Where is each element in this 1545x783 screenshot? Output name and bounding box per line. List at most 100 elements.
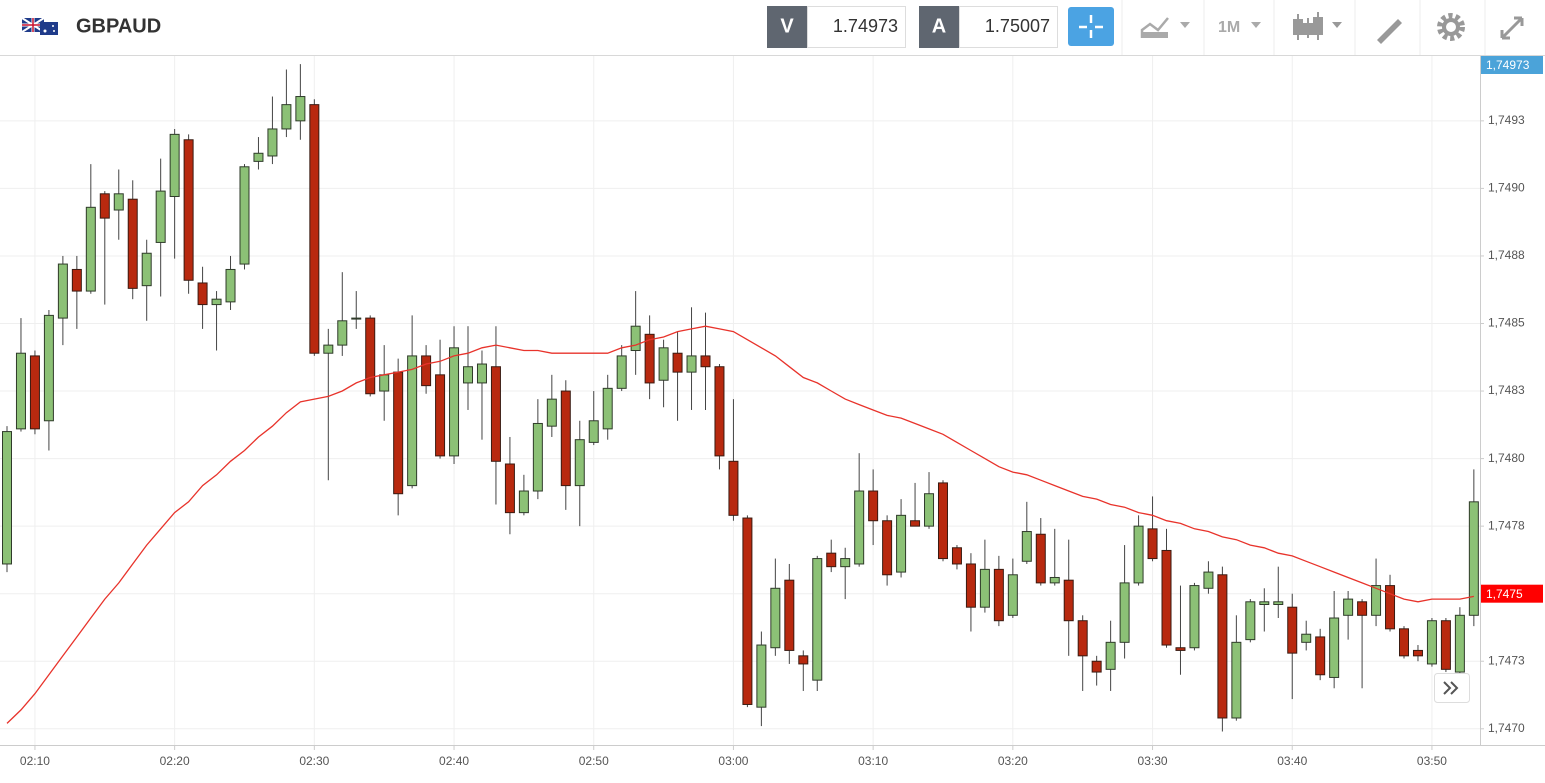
draw-button[interactable]: [1376, 19, 1402, 44]
x-tick-label: 03:20: [998, 754, 1028, 768]
moving-average: [6, 325, 1475, 724]
candle-body: [1203, 571, 1214, 589]
candle-body: [253, 152, 264, 162]
candle-body: [812, 558, 823, 681]
interval-dropdown[interactable]: [1251, 22, 1261, 28]
ask-label: A: [932, 15, 946, 37]
x-tick-label: 02:50: [579, 754, 609, 768]
candle-body: [169, 133, 180, 198]
candle-body: [630, 325, 641, 352]
candle-body: [141, 252, 152, 287]
candle-body: [449, 347, 460, 457]
candle-body: [882, 520, 893, 576]
candle-body: [868, 490, 879, 522]
price-tag: [1481, 56, 1543, 74]
bid-button[interactable]: [767, 6, 807, 48]
y-tick-label: 1,7493: [1488, 113, 1525, 127]
candle-body: [1007, 574, 1018, 616]
candle-body: [1440, 620, 1451, 670]
candle-body: [798, 655, 809, 665]
candle-body: [113, 193, 124, 211]
candle-body: [295, 96, 306, 122]
x-tick-label: 02:20: [160, 754, 190, 768]
crosshair-button[interactable]: [1068, 7, 1114, 46]
candle-body: [924, 493, 935, 527]
candle-body: [672, 352, 683, 373]
candle-body: [546, 398, 557, 427]
candle-body: [351, 317, 362, 320]
candle-body: [826, 552, 837, 568]
candle-body: [71, 268, 82, 292]
y-tick-label: 1,7470: [1488, 721, 1525, 735]
candle-body: [951, 547, 962, 565]
candle-body: [1287, 606, 1298, 654]
y-tick-label: 1,7488: [1488, 248, 1525, 262]
ask-price: 1.75007: [985, 16, 1050, 36]
candle-body: [1412, 649, 1423, 657]
ask-button[interactable]: [919, 6, 959, 48]
candle-body: [1189, 585, 1200, 649]
candle-style-button[interactable]: [1293, 12, 1342, 40]
candle-body: [1049, 576, 1060, 584]
settings-button[interactable]: [1437, 13, 1465, 41]
candle-body: [225, 268, 236, 303]
candle-body: [686, 355, 697, 373]
candle-body: [1021, 531, 1032, 562]
candle-body: [1175, 647, 1186, 651]
y-tick-label: 1,7490: [1488, 181, 1525, 195]
chart-type-button[interactable]: [1140, 17, 1190, 38]
candle-body: [393, 371, 404, 495]
candle-body: [1105, 641, 1116, 670]
candle-body: [1035, 533, 1046, 584]
candle-body: [1468, 501, 1479, 616]
candle-body: [379, 374, 390, 392]
bid-price: 1.74973: [833, 16, 898, 36]
candle-body: [700, 355, 711, 368]
candle-body: [840, 558, 851, 568]
bid-box: [807, 6, 906, 48]
scroll-end-button[interactable]: [1434, 673, 1470, 703]
candle-body: [1091, 660, 1102, 673]
candle-body: [239, 166, 250, 265]
candle-body: [57, 263, 68, 319]
price-tag-label: 1,74973: [1486, 58, 1530, 72]
interval-button[interactable]: 1M: [1218, 19, 1240, 36]
candle-body: [1161, 549, 1172, 646]
candle-body: [1119, 582, 1130, 643]
candle-body: [993, 568, 1004, 622]
candle-body: [407, 355, 418, 487]
y-tick-label: 1,7473: [1488, 653, 1525, 667]
candle-body: [2, 431, 12, 565]
candle-body: [1217, 574, 1228, 719]
candle-body: [1426, 620, 1437, 665]
candle-body: [574, 439, 585, 487]
candle-body: [155, 190, 166, 243]
candle-body: [1315, 636, 1326, 676]
candle-body: [1371, 585, 1382, 616]
candle-body: [267, 128, 278, 157]
candle-body: [532, 422, 543, 492]
x-tick-label: 03:30: [1138, 754, 1168, 768]
y-tick-label: 1,7480: [1488, 451, 1525, 465]
x-tick-label: 03:40: [1277, 754, 1307, 768]
x-tick-label: 02:40: [439, 754, 469, 768]
bid-label: V: [780, 15, 794, 37]
candle-body: [43, 314, 54, 422]
y-tick-label: 1,7483: [1488, 383, 1525, 397]
candle-body: [644, 333, 655, 384]
price-tag-label: 1,7475: [1486, 587, 1523, 601]
fullscreen-button[interactable]: [1500, 16, 1524, 40]
candle-body: [463, 366, 474, 384]
candle-body: [309, 104, 320, 354]
candle-body: [658, 347, 669, 381]
candle-body: [197, 282, 208, 306]
candle-body: [99, 193, 110, 219]
x-tick-label: 03:10: [858, 754, 888, 768]
candle-body: [1063, 579, 1074, 622]
x-tick-label: 02:10: [20, 754, 50, 768]
candle-body: [714, 366, 725, 457]
candle-body: [602, 387, 613, 430]
x-tick-label: 03:00: [718, 754, 748, 768]
ask-box: [959, 6, 1058, 48]
